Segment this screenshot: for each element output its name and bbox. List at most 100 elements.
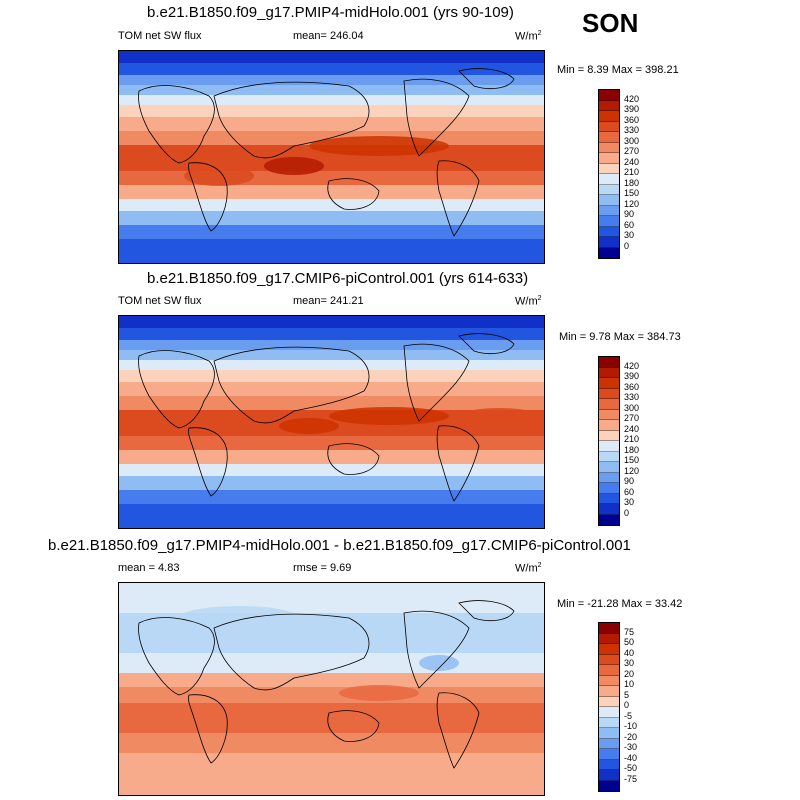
colorbar-swatch: [599, 493, 619, 504]
coastline: [213, 346, 370, 424]
colorbar-swatch: [599, 205, 619, 216]
colorbar-tick-label: -30: [624, 742, 638, 752]
colorbar-tick-label: 210: [624, 167, 640, 177]
field-band: [119, 464, 544, 476]
field-band: [119, 703, 544, 733]
panel1-mean: mean= 246.04: [293, 30, 364, 42]
field-patch: [339, 685, 419, 701]
panel2-units: W/m2: [515, 295, 542, 308]
colorbar-swatch: [599, 216, 619, 227]
colorbar-swatch: [599, 749, 619, 760]
coastline: [403, 610, 470, 689]
colorbar-swatch: [599, 409, 619, 420]
coastline: [327, 710, 380, 742]
colorbar-tick-label: -20: [624, 731, 638, 742]
panel2-mean: mean= 241.21: [293, 295, 364, 307]
colorbar-tick-label: 180: [624, 177, 640, 188]
colorbar-tick-label: 300: [624, 402, 640, 413]
field-band: [119, 85, 544, 95]
colorbar-swatch: [599, 142, 619, 153]
coastline: [436, 160, 480, 237]
colorbar-tick-label: 75: [624, 626, 635, 637]
colorbar-swatch: [599, 665, 619, 676]
field-band: [119, 225, 544, 239]
colorbar-tick-label: 0: [624, 240, 630, 251]
field-band: [119, 316, 544, 328]
panel3-minmax: Min = -21.28 Max = 33.42: [557, 598, 683, 610]
coastline: [327, 178, 380, 210]
panel2-title: b.e21.B1850.f09_g17.CMIP6-piControl.001 …: [147, 270, 529, 287]
colorbar-tick-label: 90: [624, 476, 635, 486]
colorbar-swatch: [599, 654, 619, 665]
colorbar-tick-label: 270: [624, 413, 640, 423]
panel3-rmse: rmse = 9.69: [293, 562, 352, 574]
colorbar-swatch: [599, 780, 619, 791]
colorbar-tick-label: 420: [624, 360, 640, 371]
colorbar-tick-label: 270: [624, 146, 640, 156]
colorbar-swatch: [599, 153, 619, 164]
field-band: [119, 733, 544, 753]
coastline: [458, 333, 515, 355]
panel3-title: b.e21.B1850.f09_g17.PMIP4-midHolo.001 - …: [48, 537, 631, 554]
field-band: [119, 350, 544, 360]
field-band: [119, 211, 544, 225]
colorbar-swatch: [599, 633, 619, 644]
colorbar-swatch: [599, 675, 619, 686]
colorbar-swatch: [599, 623, 619, 634]
colorbar-tick-label: 50: [624, 637, 635, 647]
field-band: [119, 436, 544, 450]
colorbar-tick-label: 30: [624, 497, 635, 507]
coastline: [403, 343, 470, 422]
field-band: [119, 753, 544, 795]
colorbar-swatch: [599, 728, 619, 739]
colorbar-tick-label: 0: [624, 700, 630, 710]
coastline: [188, 162, 228, 232]
coastline: [458, 68, 515, 90]
colorbar-swatch: [599, 504, 619, 515]
panel1-minmax: Min = 8.39 Max = 398.21: [557, 64, 679, 76]
field-band: [119, 476, 544, 490]
colorbar-tick-label: 390: [624, 104, 640, 114]
panel2-map: [118, 315, 545, 529]
colorbar-tick-label: 330: [624, 392, 640, 402]
field-patch: [179, 606, 299, 630]
field-band: [119, 673, 544, 687]
colorbar-swatch: [599, 195, 619, 206]
panel3-mean: mean = 4.83: [118, 562, 180, 574]
colorbar-swatch: [599, 472, 619, 483]
colorbar-tick-label: 150: [624, 188, 640, 198]
colorbar-tick-label: 30: [624, 230, 635, 240]
coastline: [138, 85, 215, 164]
panel1-colorbar: [598, 89, 620, 259]
colorbar-tick-label: 0: [624, 507, 630, 518]
field-patch: [419, 655, 459, 671]
colorbar-swatch: [599, 441, 619, 452]
colorbar-tick-label: 210: [624, 434, 640, 444]
field-patch: [309, 136, 449, 156]
field-patch: [184, 166, 254, 186]
colorbar-tick-label: 10: [624, 679, 635, 689]
colorbar-swatch: [599, 759, 619, 770]
coastline: [188, 694, 228, 764]
field-band: [119, 199, 544, 211]
colorbar-tick-label: 360: [624, 114, 640, 125]
coastline: [458, 600, 515, 622]
colorbar-tick-label: 120: [624, 198, 640, 209]
colorbar-tick-label: -10: [624, 721, 638, 731]
colorbar-swatch: [599, 686, 619, 697]
panel3-colorbar: [598, 622, 620, 792]
colorbar-swatch: [599, 226, 619, 237]
colorbar-swatch: [599, 111, 619, 122]
panel3-units: W/m2: [515, 562, 542, 575]
coastline: [213, 81, 370, 159]
colorbar-tick-label: 20: [624, 668, 635, 679]
field-band: [119, 95, 544, 105]
colorbar-tick-label: 300: [624, 135, 640, 146]
colorbar-swatch: [599, 100, 619, 111]
colorbar-tick-label: -40: [624, 752, 638, 763]
colorbar-swatch: [599, 451, 619, 462]
season-label: SON: [582, 8, 639, 38]
field-band: [119, 360, 544, 370]
field-patch: [329, 407, 449, 425]
colorbar-swatch: [599, 163, 619, 174]
